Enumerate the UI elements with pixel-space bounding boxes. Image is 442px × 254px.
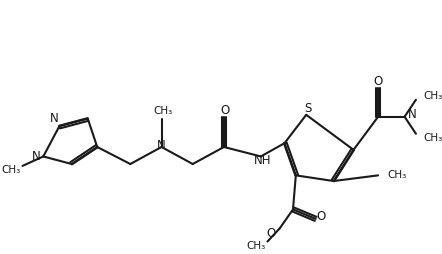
Text: S: S <box>305 102 312 115</box>
Text: N: N <box>32 150 41 163</box>
Text: CH₃: CH₃ <box>423 91 442 101</box>
Text: CH₃: CH₃ <box>423 133 442 142</box>
Text: O: O <box>373 75 383 88</box>
Text: O: O <box>317 210 326 223</box>
Text: CH₃: CH₃ <box>1 165 21 175</box>
Text: N: N <box>157 139 166 152</box>
Text: O: O <box>220 104 229 117</box>
Text: O: O <box>267 227 276 240</box>
Text: N: N <box>408 108 416 121</box>
Text: CH₃: CH₃ <box>388 170 407 180</box>
Text: N: N <box>50 112 59 125</box>
Text: CH₃: CH₃ <box>154 106 173 116</box>
Text: CH₃: CH₃ <box>246 241 266 251</box>
Text: NH: NH <box>254 154 271 167</box>
